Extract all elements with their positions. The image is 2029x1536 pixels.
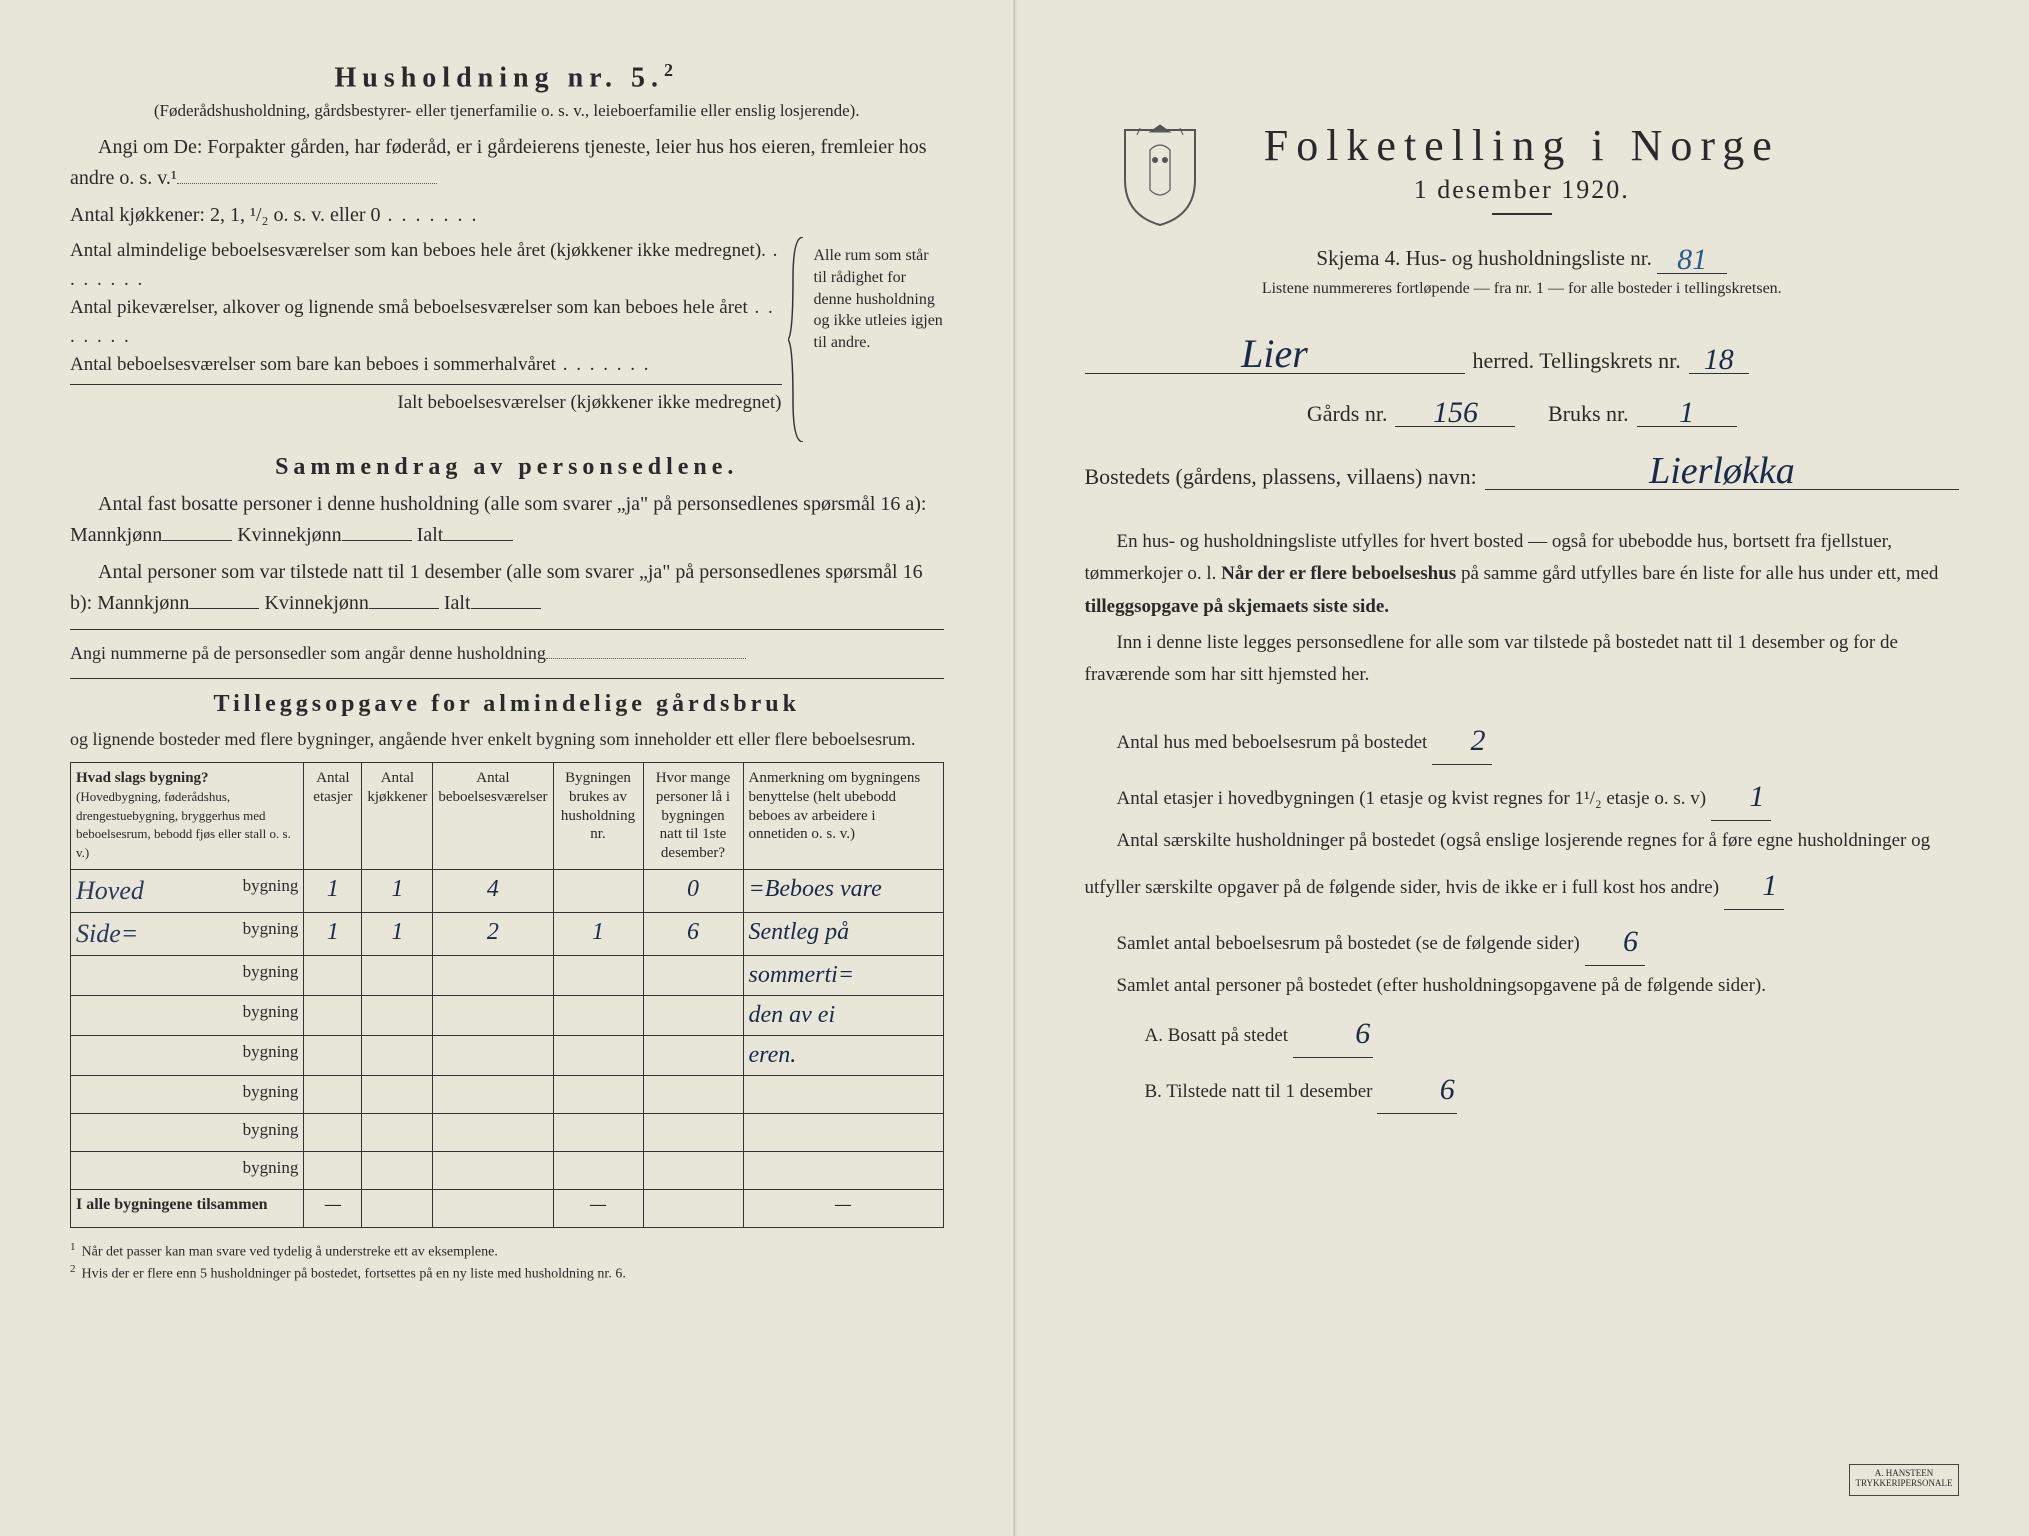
gards-bruks-line: Gårds nr. 156 Bruks nr. 1 [1085, 392, 1960, 427]
table-row: bygning [71, 1113, 944, 1151]
antal-etasjer-value: 1 [1749, 780, 1764, 813]
bosted-line: Bostedets (gårdens, plassens, villaens) … [1085, 445, 1960, 490]
tellingskrets-nr: 18 [1704, 343, 1734, 376]
husholdning-title: Husholdning nr. 5.2 [70, 60, 944, 94]
right-page: Folketelling i Norge 1 desember 1920. Sk… [1015, 0, 2029, 1536]
bosted-value: Lierløkka [1649, 450, 1795, 492]
right-header: Folketelling i Norge 1 desember 1920. Sk… [1085, 120, 1960, 298]
sammendrag-p2: Antal personer som var tilstede natt til… [70, 557, 944, 619]
samlet-rum-line: Samlet antal beboelsesrum på bostedet (s… [1085, 914, 1960, 966]
bosatt-line: A. Bosatt på stedet 6 [1085, 1006, 1960, 1058]
sammendrag-title: Sammendrag av personsedlene. [70, 454, 944, 481]
husholdning-sup: 2 [664, 60, 679, 80]
tillegg-title: Tilleggsopgave for almindelige gårdsbruk [70, 691, 944, 718]
antal-hush-value: 1 [1762, 869, 1777, 902]
kjokkener-line: Antal kjøkkener: 2, 1, ¹/₂ o. s. v. elle… [70, 200, 944, 231]
para-2: Inn i denne liste legges personsedlene f… [1085, 627, 1960, 692]
tilstede-value: 6 [1440, 1073, 1455, 1106]
table-row: bygning [71, 1151, 944, 1189]
th-hvor: Hvor mange personer lå i bygningen natt … [643, 763, 743, 870]
coat-of-arms-icon [1115, 120, 1205, 230]
printer-stamp: A. HANSTEEN TRYKKERIPERSONALE [1849, 1464, 1959, 1496]
tillegg-sub: og lignende bosteder med flere bygninger… [70, 726, 944, 754]
th-etasjer: Antal etasjer [304, 763, 362, 870]
table-row: Hovedbygning 1 1 4 0 =Beboes vare [71, 869, 944, 912]
th-hvad: Hvad slags bygning? (Hovedbygning, føder… [71, 763, 304, 870]
brace-icon [788, 237, 808, 442]
samlet-rum-value: 6 [1623, 925, 1638, 958]
footnotes: 1Når det passer kan man svare ved tydeli… [70, 1240, 944, 1285]
bygning-table: Hvad slags bygning? (Hovedbygning, føder… [70, 762, 944, 1228]
tilstede-line: B. Tilstede natt til 1 desember 6 [1085, 1062, 1960, 1114]
brace-block: Antal almindelige beboelsesværelser som … [70, 237, 944, 442]
samlet-pers-line: Samlet antal personer på bostedet (efter… [1085, 970, 1960, 1002]
table-row: Side=bygning 1 1 2 1 6 Sentleg på [71, 912, 944, 955]
th-brukes: Bygningen brukes av husholdning nr. [553, 763, 643, 870]
table-row: bygning den av ei [71, 995, 944, 1035]
table-row: bygning sommerti= [71, 955, 944, 995]
bruks-nr: 1 [1679, 396, 1694, 429]
listene-note: Listene nummereres fortløpende — fra nr.… [1085, 280, 1960, 298]
antal-hush-line: Antal særskilte husholdninger på bostede… [1085, 825, 1960, 909]
census-date: 1 desember 1920. [1085, 175, 1960, 205]
herred-line: Lier herred. Tellingskrets nr. 18 [1085, 326, 1960, 374]
brace-left-lines: Antal almindelige beboelsesværelser som … [70, 237, 782, 442]
antal-hus-line: Antal hus med beboelsesrum på bostedet 2 [1085, 713, 1960, 765]
th-kjokken: Antal kjøkkener [362, 763, 433, 870]
table-row: bygning [71, 1075, 944, 1113]
husholdning-title-text: Husholdning nr. 5. [334, 62, 664, 93]
bosatt-value: 6 [1355, 1017, 1370, 1050]
antal-etasjer-line: Antal etasjer i hovedbygningen (1 etasje… [1085, 769, 1960, 821]
angi-nummerne: Angi nummerne på de personsedler som ang… [70, 640, 944, 668]
table-row: bygning eren. [71, 1035, 944, 1075]
skjema-nr-value: 81 [1677, 243, 1707, 276]
gards-nr: 156 [1433, 396, 1478, 429]
tfoot-label: I alle bygningene tilsammen [71, 1189, 304, 1227]
sammendrag-p1: Antal fast bosatte personer i denne hush… [70, 489, 944, 551]
th-beboels: Antal beboelsesværelser [433, 763, 553, 870]
husholdning-note: (Føderådshusholdning, gårdsbestyrer- ell… [70, 100, 944, 122]
antal-hus-value: 2 [1471, 724, 1486, 757]
brace-right-text: Alle rum som står til rådighet for denne… [814, 237, 944, 442]
left-page: Husholdning nr. 5.2 (Føderådshusholdning… [0, 0, 1015, 1536]
page-title: Folketelling i Norge [1085, 120, 1960, 171]
th-anm: Anmerkning om bygningens benyttelse (hel… [743, 763, 943, 870]
para-1: En hus- og husholdningsliste utfylles fo… [1085, 526, 1960, 623]
angi-line: Angi om De: Forpakter gården, har føderå… [70, 132, 944, 194]
skjema-line: Skjema 4. Hus- og husholdningsliste nr. … [1085, 239, 1960, 274]
herred-value: Lier [1241, 331, 1308, 376]
